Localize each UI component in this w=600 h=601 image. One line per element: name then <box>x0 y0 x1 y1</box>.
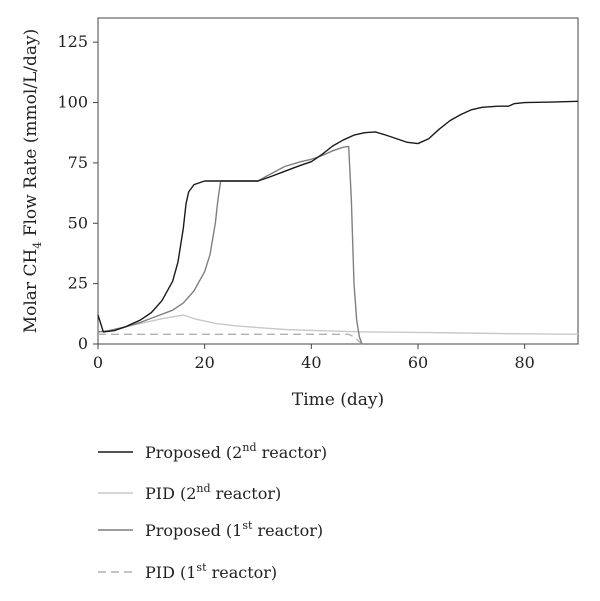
legend-label: PID (1st reactor) <box>145 561 277 582</box>
x-axis-title: Time (day) <box>292 390 384 410</box>
series-group <box>97 100 579 345</box>
legend-label-sup: nd <box>242 441 256 454</box>
series-line-4 <box>98 333 363 345</box>
y-tick-label: 75 <box>68 153 88 172</box>
legend-label: Proposed (2nd reactor) <box>145 441 327 462</box>
y-tick-label: 50 <box>68 213 88 232</box>
x-tick-label: 20 <box>194 353 214 372</box>
x-tick-label: 60 <box>408 353 428 372</box>
series-line-3 <box>97 145 363 345</box>
series-line-1 <box>97 100 579 333</box>
legend-label-main: Proposed (1 <box>145 521 242 540</box>
legend-label-sup: nd <box>196 482 210 495</box>
legend-label-sup: st <box>196 561 207 574</box>
y-tick-label: 0 <box>78 334 88 353</box>
legend-label-main: PID (2 <box>145 484 196 503</box>
legend-label-rest: reactor) <box>257 443 328 462</box>
y-tick-label: 125 <box>57 32 88 51</box>
x-tick-label: 80 <box>514 353 534 372</box>
legend-label-rest: reactor) <box>252 521 323 540</box>
legend-label-main: Proposed (2 <box>145 443 242 462</box>
legend-label-rest: reactor) <box>207 563 278 582</box>
x-tick-label: 0 <box>93 353 103 372</box>
legend-label-rest: reactor) <box>211 484 282 503</box>
axes <box>97 17 579 345</box>
y-axis-title: Molar CH4 Flow Rate (mmol/L/day) <box>21 29 44 334</box>
y-tick-label: 25 <box>68 274 88 293</box>
legend-label: Proposed (1st reactor) <box>145 519 323 540</box>
y-axis-title-main: Molar CH <box>21 249 41 334</box>
legend: Proposed (2nd reactor)PID (2nd reactor)P… <box>98 441 327 582</box>
series-line-2 <box>97 314 579 336</box>
y-tick-label: 100 <box>57 93 88 112</box>
legend-label-main: PID (1 <box>145 563 196 582</box>
plot-frame <box>97 17 579 345</box>
x-tick-label: 40 <box>301 353 321 372</box>
y-axis-title-rest: Flow Rate (mmol/L/day) <box>21 29 41 242</box>
legend-label-sup: st <box>242 519 253 532</box>
y-axis-title-subscript: 4 <box>31 242 44 249</box>
legend-label: PID (2nd reactor) <box>145 482 281 503</box>
ticks-group: 0 25 50 75 100 125 0 20 40 60 80 <box>57 32 534 372</box>
